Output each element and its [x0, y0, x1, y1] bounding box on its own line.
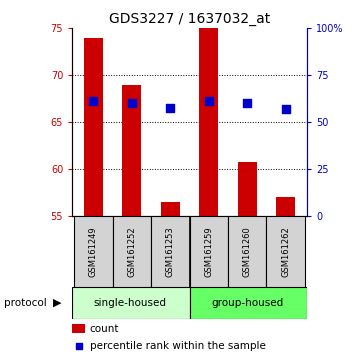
Bar	[228, 216, 266, 287]
Point	[91, 99, 96, 104]
Bar	[72, 324, 85, 333]
Point	[129, 101, 135, 106]
Text: protocol: protocol	[4, 298, 46, 308]
Bar	[161, 202, 180, 216]
Text: GSM161252: GSM161252	[127, 226, 136, 277]
Point	[76, 343, 82, 349]
Bar	[190, 287, 307, 319]
Text: GSM161253: GSM161253	[166, 226, 175, 277]
Text: count: count	[90, 324, 119, 333]
Bar	[238, 162, 257, 216]
Bar	[122, 85, 142, 216]
Text: group-housed: group-housed	[211, 298, 283, 308]
Point	[244, 101, 250, 106]
Bar	[72, 287, 190, 319]
Bar	[84, 38, 103, 216]
Text: GSM161249: GSM161249	[89, 226, 98, 277]
Title: GDS3227 / 1637032_at: GDS3227 / 1637032_at	[109, 12, 270, 26]
Bar	[74, 216, 113, 287]
Point	[168, 105, 173, 111]
Bar	[266, 216, 305, 287]
Bar	[276, 197, 295, 216]
Bar	[199, 28, 218, 216]
Text: GSM161262: GSM161262	[281, 226, 290, 277]
Bar	[151, 216, 190, 287]
Text: ▶: ▶	[53, 298, 61, 308]
Bar	[190, 216, 228, 287]
Point	[283, 106, 288, 112]
Text: GSM161259: GSM161259	[204, 226, 213, 277]
Text: percentile rank within the sample: percentile rank within the sample	[90, 341, 266, 351]
Bar	[113, 216, 151, 287]
Text: single-housed: single-housed	[93, 298, 166, 308]
Point	[206, 98, 212, 103]
Text: GSM161260: GSM161260	[243, 226, 252, 277]
